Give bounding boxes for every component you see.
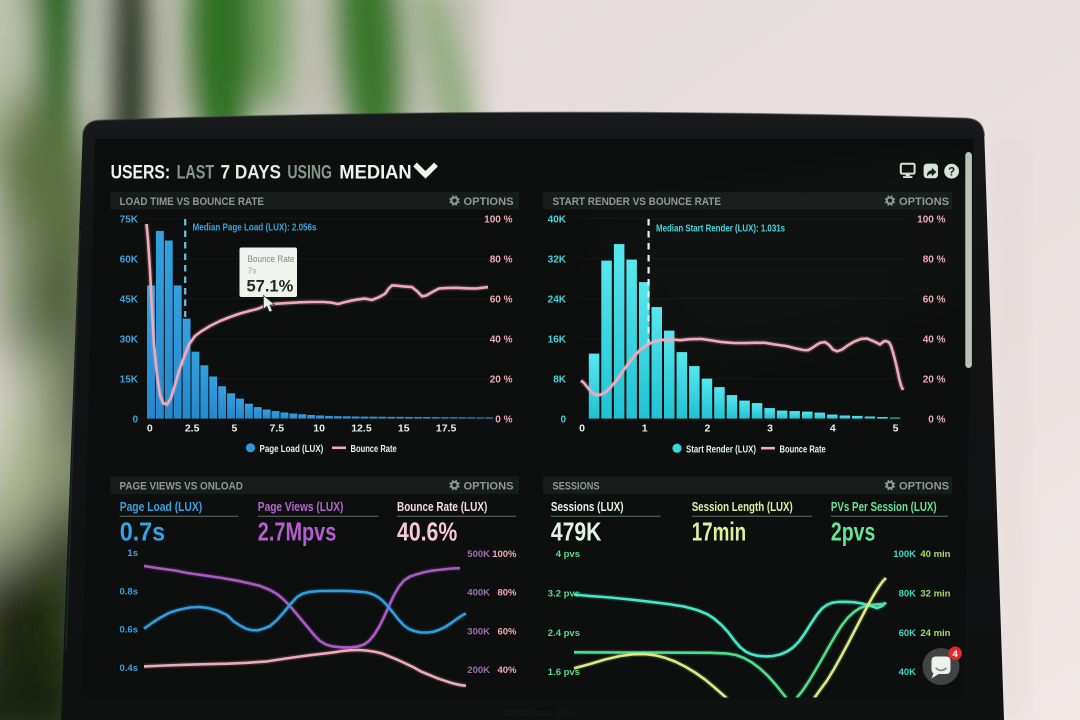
svg-text:80%: 80% [497, 588, 517, 599]
svg-text:LAST: LAST [177, 163, 215, 184]
svg-text:7.5: 7.5 [269, 423, 284, 435]
svg-text:60%: 60% [497, 626, 517, 637]
svg-text:400K: 400K [467, 588, 490, 599]
svg-text:Median Start Render (LUX): 1.0: Median Start Render (LUX): 1.031s [656, 224, 785, 235]
svg-text:60 %: 60 % [490, 295, 513, 306]
svg-text:40%: 40% [497, 665, 517, 676]
svg-text:Median Page Load (LUX): 2.056s: Median Page Load (LUX): 2.056s [193, 223, 317, 234]
svg-text:2: 2 [704, 423, 710, 435]
svg-text:100 %: 100 % [484, 215, 512, 226]
svg-text:2.4 pvs: 2.4 pvs [548, 628, 580, 639]
svg-text:Page Load (LUX): Page Load (LUX) [120, 500, 203, 514]
svg-text:60 %: 60 % [923, 295, 946, 306]
svg-text:0: 0 [132, 415, 138, 426]
svg-text:3: 3 [767, 423, 773, 435]
svg-text:0: 0 [147, 423, 153, 435]
svg-text:3.2 pvs: 3.2 pvs [548, 589, 580, 600]
svg-text:LOAD TIME VS BOUNCE RATE: LOAD TIME VS BOUNCE RATE [120, 196, 265, 208]
svg-text:100K: 100K [893, 549, 916, 560]
svg-text:500K: 500K [467, 549, 490, 560]
svg-text:20 %: 20 % [923, 375, 946, 386]
svg-text:4: 4 [830, 423, 836, 435]
svg-text:2.7Mpvs: 2.7Mpvs [258, 517, 337, 547]
svg-text:0.6s: 0.6s [120, 625, 139, 636]
svg-text:Bounce Rate: Bounce Rate [780, 443, 826, 455]
svg-text:17min: 17min [692, 517, 747, 547]
svg-text:12.5: 12.5 [351, 423, 372, 435]
svg-text:7 DAYS: 7 DAYS [221, 163, 282, 184]
svg-text:2.5: 2.5 [185, 423, 200, 435]
svg-text:Session Length (LUX): Session Length (LUX) [692, 500, 793, 514]
svg-text:80 %: 80 % [490, 255, 513, 266]
svg-text:OPTIONS: OPTIONS [464, 481, 514, 493]
svg-text:40K: 40K [899, 667, 917, 678]
svg-text:PAGE VIEWS VS ONLOAD: PAGE VIEWS VS ONLOAD [120, 481, 243, 493]
svg-text:32 min: 32 min [920, 589, 950, 600]
svg-text:Start Render (LUX): Start Render (LUX) [686, 443, 756, 455]
svg-text:0 %: 0 % [495, 415, 512, 426]
svg-text:0: 0 [560, 415, 566, 426]
svg-text:57.1%: 57.1% [247, 278, 294, 296]
svg-text:15K: 15K [120, 375, 139, 386]
svg-text:60K: 60K [120, 255, 139, 266]
svg-text:40K: 40K [548, 215, 567, 226]
svg-text:OPTIONS: OPTIONS [464, 196, 514, 208]
svg-text:60K: 60K [899, 628, 917, 639]
svg-text:24K: 24K [548, 295, 567, 306]
svg-text:0 %: 0 % [928, 415, 945, 426]
svg-text:OPTIONS: OPTIONS [899, 196, 949, 208]
svg-text:1s: 1s [127, 548, 138, 559]
svg-text:Bounce Rate (LUX): Bounce Rate (LUX) [397, 500, 487, 514]
svg-text:40.6%: 40.6% [397, 517, 457, 547]
svg-text:MEDIAN: MEDIAN [339, 163, 411, 184]
svg-text:Page Load (LUX): Page Load (LUX) [260, 443, 324, 455]
svg-text:1: 1 [642, 423, 648, 435]
svg-text:10: 10 [313, 423, 325, 435]
svg-text:17.5: 17.5 [436, 423, 457, 435]
svg-text:100%: 100% [492, 549, 517, 560]
svg-text:40 %: 40 % [923, 335, 946, 346]
svg-text:7s: 7s [248, 266, 257, 276]
svg-text:80K: 80K [899, 589, 917, 600]
svg-text:40 min: 40 min [920, 549, 950, 560]
svg-text:0.4s: 0.4s [120, 663, 139, 674]
svg-text:PVs Per Session (LUX): PVs Per Session (LUX) [831, 500, 937, 514]
svg-text:45K: 45K [120, 295, 139, 306]
svg-text:200K: 200K [467, 665, 490, 676]
svg-text:USERS:: USERS: [111, 163, 171, 184]
svg-text:4 pvs: 4 pvs [556, 549, 580, 560]
svg-text:SESSIONS: SESSIONS [553, 481, 600, 493]
svg-text:15: 15 [398, 423, 410, 435]
svg-text:30K: 30K [120, 335, 139, 346]
svg-text:0.7s: 0.7s [120, 517, 166, 547]
svg-text:2pvs: 2pvs [831, 517, 875, 547]
svg-text:START RENDER VS BOUNCE RATE: START RENDER VS BOUNCE RATE [553, 196, 722, 208]
svg-text:20 %: 20 % [490, 375, 513, 386]
svg-text:32K: 32K [548, 255, 567, 266]
svg-text:MacBook Pro: MacBook Pro [504, 708, 575, 719]
svg-text:80 %: 80 % [923, 255, 946, 266]
svg-text:5: 5 [893, 423, 899, 435]
svg-text:4: 4 [953, 649, 959, 660]
svg-text:40 %: 40 % [490, 335, 513, 346]
svg-text:5: 5 [232, 423, 238, 435]
svg-text:1.6 pvs: 1.6 pvs [548, 667, 580, 678]
svg-text:OPTIONS: OPTIONS [899, 481, 949, 493]
svg-text:100 %: 100 % [917, 215, 945, 226]
svg-text:0.8s: 0.8s [120, 586, 139, 597]
svg-text:Bounce Rate: Bounce Rate [351, 443, 397, 455]
svg-text:75K: 75K [120, 215, 139, 226]
svg-text:8K: 8K [553, 375, 567, 386]
svg-text:?: ? [948, 166, 955, 178]
svg-text:USING: USING [287, 163, 332, 184]
svg-text:24 min: 24 min [920, 628, 950, 639]
svg-text:Sessions (LUX): Sessions (LUX) [551, 500, 624, 514]
svg-text:Bounce Rate: Bounce Rate [248, 254, 295, 265]
svg-text:479K: 479K [551, 517, 602, 547]
svg-text:16K: 16K [548, 335, 567, 346]
svg-text:0: 0 [579, 423, 585, 435]
svg-text:300K: 300K [467, 626, 490, 637]
svg-text:Page Views (LUX): Page Views (LUX) [258, 500, 344, 514]
